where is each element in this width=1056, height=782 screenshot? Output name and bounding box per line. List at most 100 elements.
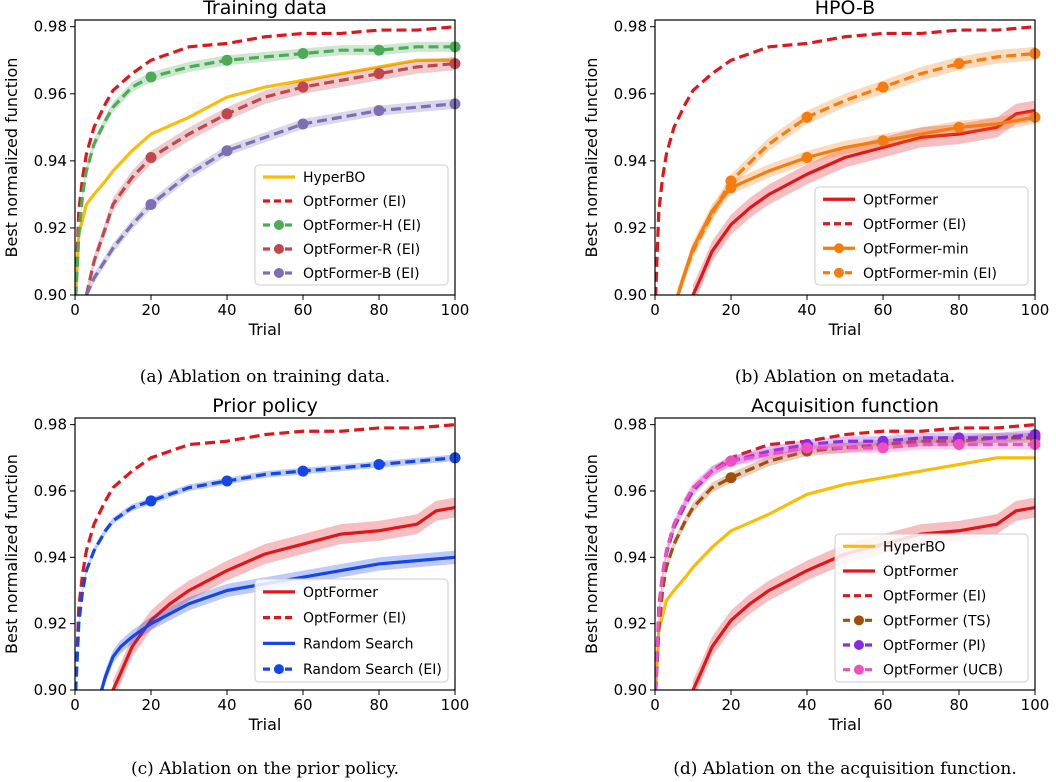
data-point (221, 145, 233, 157)
legend-label: OptFormer-min (863, 241, 969, 257)
legend: HyperBO OptFormer (EI) OptFormer-H (EI) Opt… (254, 164, 449, 286)
data-point (953, 121, 965, 133)
series-band-2 (693, 497, 1035, 690)
legend-label: OptFormer (883, 564, 958, 580)
x-tick-label: 20 (141, 696, 160, 714)
series-line-4 (84, 62, 455, 295)
legend-label: OptFormer (303, 585, 378, 601)
chart-title: HPO-B (815, 0, 875, 19)
data-point (221, 475, 233, 487)
series-line-1 (111, 505, 455, 690)
legend-label: Random Search (EI) (303, 662, 442, 678)
figure-caption: (d) Ablation on the acquisition function… (673, 759, 1016, 779)
y-tick-label: 0.92 (614, 615, 647, 633)
data-point (145, 495, 157, 507)
legend-marker (854, 640, 864, 650)
x-tick-label: 0 (70, 696, 80, 714)
series-band-1 (113, 497, 455, 690)
legend-label: OptFormer (PI) (883, 638, 986, 654)
y-axis-label: Best normalized function (582, 454, 601, 654)
y-tick-label: 0.92 (614, 219, 647, 237)
legend-label: OptFormer (EI) (303, 194, 406, 210)
chart-title: Prior policy (212, 395, 318, 417)
y-tick-label: 0.96 (34, 482, 67, 500)
legend-label: Random Search (303, 636, 414, 652)
data-point (725, 472, 737, 484)
data-point (297, 81, 309, 93)
data-point (145, 71, 157, 83)
figure-caption: (a) Ablation on training data. (140, 367, 391, 387)
data-point (877, 442, 889, 454)
legend-label: OptFormer (TS) (883, 613, 991, 629)
legend-marker (274, 664, 284, 675)
series-line-1 (691, 108, 1035, 295)
data-point (221, 108, 233, 120)
x-tick-label: 20 (721, 301, 740, 319)
chart-panel-3: Prior policy 0 20 40 60 80 100 0.90 0.92 0.94 0.96… (2, 395, 469, 779)
data-point (373, 458, 385, 470)
x-tick-label: 0 (650, 301, 660, 319)
data-point (877, 81, 889, 93)
x-tick-label: 80 (369, 301, 388, 319)
y-tick-label: 0.90 (34, 286, 67, 304)
data-point (297, 48, 309, 60)
data-point (145, 152, 157, 163)
figure-caption: (c) Ablation on the prior policy. (131, 759, 399, 779)
x-tick-label: 40 (797, 301, 816, 319)
data-point (221, 54, 233, 66)
legend-label: OptFormer (EI) (883, 589, 986, 605)
chart-title: Training data (202, 0, 327, 19)
x-axis-label: Trial (828, 715, 862, 734)
data-point (953, 58, 965, 70)
x-tick-label: 40 (217, 696, 236, 714)
y-tick-label: 0.98 (34, 18, 67, 36)
y-tick-label: 0.90 (614, 681, 647, 699)
legend-label: OptFormer-min (EI) (863, 266, 997, 282)
y-tick-label: 0.98 (614, 416, 647, 434)
x-tick-label: 60 (293, 696, 312, 714)
x-tick-label: 100 (1021, 696, 1050, 714)
data-point (801, 111, 813, 123)
x-tick-label: 40 (797, 696, 816, 714)
y-tick-label: 0.92 (34, 615, 67, 633)
x-tick-label: 80 (369, 696, 388, 714)
x-tick-label: 0 (650, 696, 660, 714)
y-tick-label: 0.94 (34, 548, 67, 566)
x-tick-label: 60 (873, 696, 892, 714)
y-axis-label: Best normalized function (582, 58, 601, 258)
legend-marker (274, 244, 284, 254)
legend-marker (834, 243, 844, 254)
series-band-1 (693, 100, 1035, 295)
y-tick-label: 0.94 (614, 152, 647, 170)
y-tick-label: 0.98 (614, 18, 647, 36)
y-axis-label: Best normalized function (2, 58, 21, 258)
series-line-2 (75, 25, 455, 295)
x-tick-label: 0 (70, 301, 80, 319)
data-point (297, 465, 309, 477)
y-tick-label: 0.96 (614, 482, 647, 500)
x-tick-label: 100 (1021, 301, 1050, 319)
y-axis-label: Best normalized function (2, 454, 21, 654)
axes-frame (654, 19, 1036, 296)
y-tick-label: 0.90 (34, 681, 67, 699)
legend-box (254, 578, 449, 683)
data-point (297, 118, 309, 130)
data-point (953, 439, 965, 451)
legend-marker (854, 615, 864, 626)
x-tick-label: 100 (441, 301, 470, 319)
data-point (145, 198, 157, 210)
x-axis-label: Trial (248, 715, 282, 734)
y-tick-label: 0.94 (614, 548, 647, 566)
series-line-2 (655, 25, 1035, 295)
y-tick-label: 0.98 (34, 416, 67, 434)
series-line-3 (100, 555, 455, 690)
data-point (373, 105, 385, 117)
x-tick-label: 20 (141, 301, 160, 319)
x-tick-label: 80 (949, 696, 968, 714)
legend-marker (834, 267, 844, 278)
chart-panel-4: Acquisition function 0 20 40 60 80 100 0.90 0.92… (582, 395, 1049, 779)
axes-frame (74, 417, 456, 691)
legend-label: OptFormer-R (EI) (303, 242, 420, 258)
x-axis-label: Trial (828, 320, 862, 339)
legend: OptFormer OptFormer (EI) Random Search Rand… (254, 578, 449, 683)
